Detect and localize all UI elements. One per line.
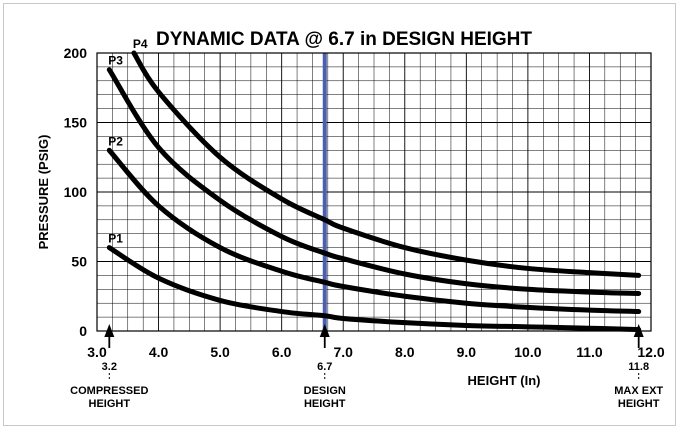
series-label-p3: P3 (108, 54, 123, 68)
x-tick-label: 9.0 (457, 344, 477, 360)
series-line-p2 (106, 147, 642, 315)
chart-frame (3, 3, 676, 426)
marker-text: HEIGHT (304, 398, 346, 410)
series-label-p4: P4 (133, 37, 148, 51)
series-line-p1 (106, 245, 642, 333)
y-tick-label: 200 (64, 45, 88, 61)
height-markers: 3.2COMPRESSEDHEIGHT6.7DESIGNHEIGHT11.8MA… (70, 324, 663, 410)
marker-value-label: 3.2 (102, 361, 117, 373)
x-tick-label: 12.0 (637, 344, 664, 360)
y-tick-label: 50 (71, 254, 87, 270)
x-tick-label: 6.0 (272, 344, 292, 360)
marker-arrow-head (319, 324, 330, 337)
chart-title: DYNAMIC DATA @ 6.7 in DESIGN HEIGHT (156, 29, 532, 50)
y-tick-label: 100 (64, 184, 88, 200)
x-tick-label: 3.0 (87, 344, 107, 360)
series-label-p1: P1 (108, 232, 123, 246)
x-tick-label: 7.0 (333, 344, 353, 360)
marker-text: DESIGN (304, 385, 346, 397)
y-axis-label: PRESSURE (PSIG) (36, 135, 51, 250)
marker-text: MAX EXT (614, 385, 663, 397)
marker-value-label: 6.7 (317, 361, 332, 373)
x-tick-labels: 3.0 4.0 5.0 6.0 7.0 8.0 9.0 10.0 11.0 12.0 (87, 344, 665, 360)
series-lines (106, 50, 642, 333)
marker-text: HEIGHT (89, 398, 131, 410)
x-tick-label: 4.0 (149, 344, 169, 360)
x-axis-label: HEIGHT (In) (468, 373, 541, 388)
y-tick-label: 150 (64, 115, 88, 131)
x-tick-label: 5.0 (210, 344, 230, 360)
series-label-p2: P2 (108, 134, 123, 148)
y-tick-label: 0 (79, 323, 87, 339)
y-tick-labels: 0 50 100 150 200 (64, 45, 88, 339)
marker-arrow-head (633, 324, 644, 337)
marker-arrow-head (104, 324, 115, 337)
series-labels: P1 P2 P3 P4 (108, 37, 148, 246)
marker-text: HEIGHT (618, 398, 660, 410)
series-line-p4 (131, 50, 642, 278)
plot-border (96, 52, 652, 332)
marker-text: COMPRESSED (70, 385, 148, 397)
marker-value-label: 11.8 (628, 361, 649, 373)
series-line-p3 (106, 67, 642, 296)
x-tick-label: 8.0 (395, 344, 415, 360)
x-tick-label: 10.0 (514, 344, 541, 360)
x-tick-label: 11.0 (576, 344, 603, 360)
